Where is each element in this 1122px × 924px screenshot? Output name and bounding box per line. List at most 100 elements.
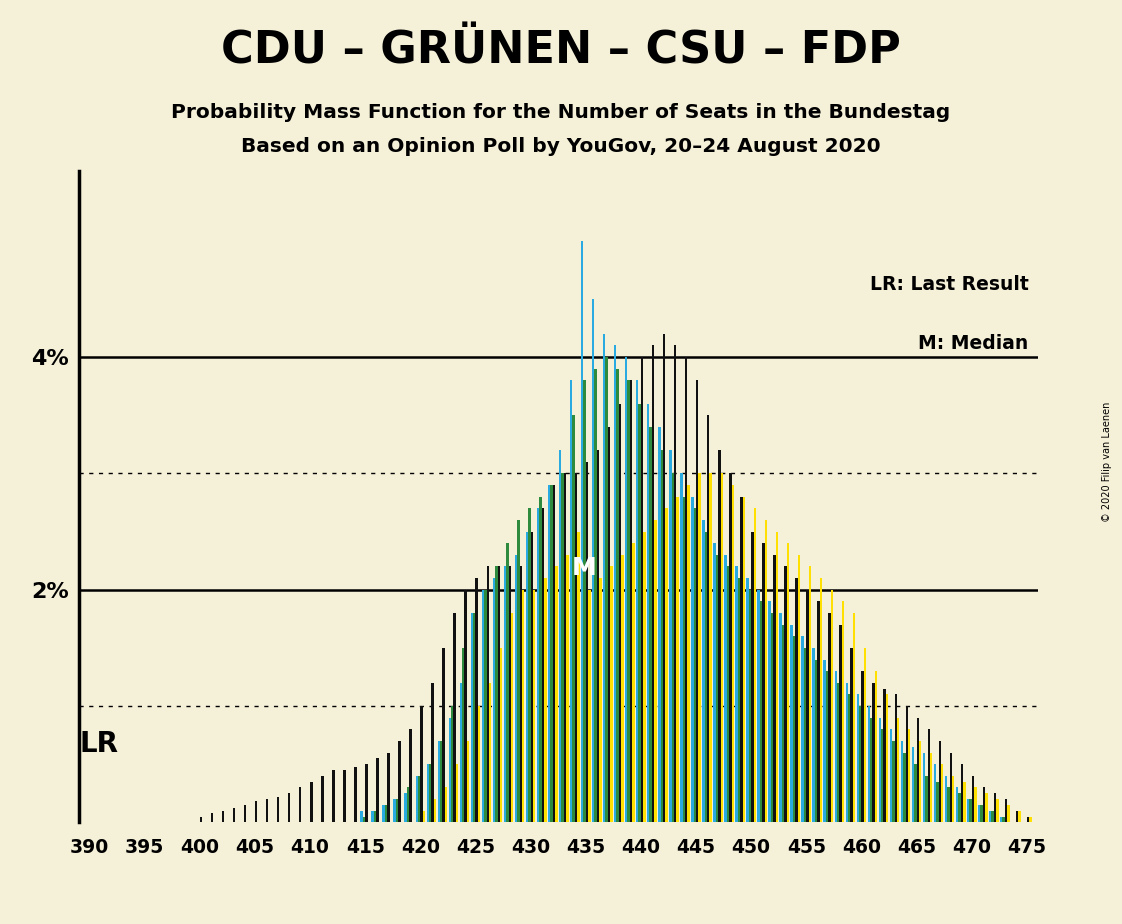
Bar <box>782 625 784 822</box>
Bar <box>720 473 723 822</box>
Bar <box>839 625 842 822</box>
Bar <box>688 485 690 822</box>
Bar <box>903 752 905 822</box>
Bar <box>508 566 511 822</box>
Bar <box>360 810 362 822</box>
Bar <box>410 729 412 822</box>
Bar <box>497 566 500 822</box>
Bar <box>608 427 610 822</box>
Bar <box>969 799 972 822</box>
Bar <box>647 404 650 822</box>
Bar <box>504 566 506 822</box>
Bar <box>570 381 572 822</box>
Bar <box>343 770 346 822</box>
Bar <box>563 473 567 822</box>
Bar <box>996 799 999 822</box>
Bar <box>1019 810 1021 822</box>
Bar <box>643 531 646 822</box>
Text: CDU – GRÜNEN – CSU – FDP: CDU – GRÜNEN – CSU – FDP <box>221 30 901 73</box>
Bar <box>321 776 323 822</box>
Bar <box>674 346 677 822</box>
Bar <box>919 741 921 822</box>
Bar <box>881 729 883 822</box>
Bar <box>559 450 561 822</box>
Bar <box>953 776 955 822</box>
Bar <box>1005 799 1008 822</box>
Bar <box>548 485 550 822</box>
Bar <box>835 671 837 822</box>
Bar <box>978 805 981 822</box>
Bar <box>737 578 741 822</box>
Bar <box>567 554 569 822</box>
Bar <box>764 520 767 822</box>
Bar <box>638 404 641 822</box>
Bar <box>405 794 407 822</box>
Bar <box>850 648 853 822</box>
Bar <box>686 357 688 822</box>
Bar <box>200 817 202 822</box>
Bar <box>896 718 900 822</box>
Bar <box>536 508 540 822</box>
Bar <box>988 810 992 822</box>
Bar <box>460 683 462 822</box>
Bar <box>481 590 484 822</box>
Bar <box>754 508 756 822</box>
Bar <box>958 794 960 822</box>
Bar <box>815 660 817 822</box>
Bar <box>211 813 213 822</box>
Bar <box>809 566 811 822</box>
Bar <box>693 508 696 822</box>
Bar <box>696 381 699 822</box>
Bar <box>622 554 624 822</box>
Bar <box>824 660 826 822</box>
Bar <box>625 357 627 822</box>
Bar <box>842 602 844 822</box>
Bar <box>714 543 716 822</box>
Bar <box>394 799 396 822</box>
Bar <box>947 787 949 822</box>
Bar <box>599 578 601 822</box>
Bar <box>288 794 291 822</box>
Bar <box>417 776 421 822</box>
Bar <box>939 741 941 822</box>
Bar <box>934 764 936 822</box>
Bar <box>743 497 745 822</box>
Bar <box>385 805 387 822</box>
Bar <box>606 357 608 822</box>
Bar <box>627 381 629 822</box>
Bar <box>451 706 453 822</box>
Bar <box>762 543 764 822</box>
Text: M: Median: M: Median <box>918 334 1028 353</box>
Bar <box>848 695 850 822</box>
Bar <box>914 764 917 822</box>
Bar <box>716 554 718 822</box>
Bar <box>886 695 889 822</box>
Bar <box>727 566 729 822</box>
Bar <box>550 485 553 822</box>
Bar <box>277 796 279 822</box>
Bar <box>875 671 877 822</box>
Bar <box>803 648 807 822</box>
Bar <box>300 787 302 822</box>
Bar <box>775 531 778 822</box>
Bar <box>992 810 994 822</box>
Bar <box>820 578 822 822</box>
Bar <box>941 764 944 822</box>
Bar <box>540 497 542 822</box>
Bar <box>310 782 313 822</box>
Bar <box>629 381 633 822</box>
Bar <box>817 602 820 822</box>
Bar <box>1000 817 1002 822</box>
Bar <box>894 695 896 822</box>
Bar <box>780 613 782 822</box>
Bar <box>709 473 711 822</box>
Bar <box>440 741 442 822</box>
Bar <box>917 718 919 822</box>
Bar <box>478 706 480 822</box>
Text: LR: LR <box>80 730 119 759</box>
Text: Based on an Opinion Poll by YouGov, 20–24 August 2020: Based on an Opinion Poll by YouGov, 20–2… <box>241 137 881 156</box>
Bar <box>732 485 734 822</box>
Bar <box>581 241 583 822</box>
Bar <box>956 787 958 822</box>
Bar <box>531 531 533 822</box>
